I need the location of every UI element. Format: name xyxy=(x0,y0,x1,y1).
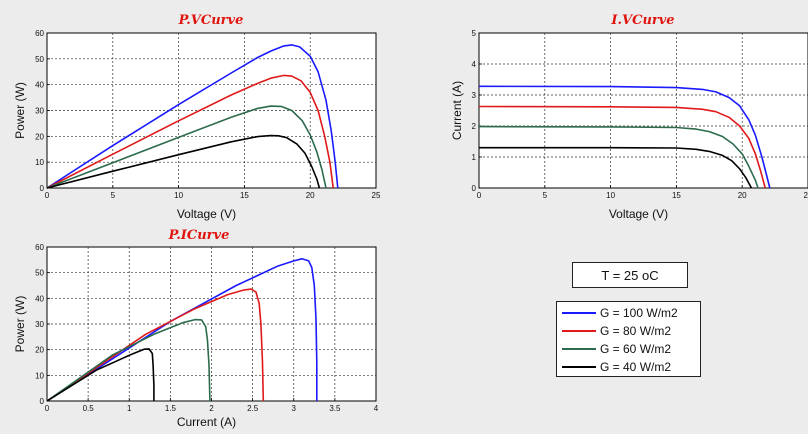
x-tick-label: 0.5 xyxy=(83,404,95,413)
x-axis-label: Voltage (V) xyxy=(177,207,236,221)
x-tick-label: 15 xyxy=(672,191,681,200)
series-line-g802 xyxy=(46,74,334,189)
chart-title: P.ICurve xyxy=(168,228,230,243)
y-axis-label: Power (W) xyxy=(13,82,27,139)
x-tick-label: 3 xyxy=(292,404,297,413)
x-tick-label: 2.5 xyxy=(247,404,259,413)
x-tick-label: 10 xyxy=(606,191,615,200)
series-line-g1002 xyxy=(46,258,318,402)
legend-item: G = 60 W/m2 xyxy=(562,340,695,358)
y-axis-label: Current (A) xyxy=(450,81,464,140)
legend-swatch xyxy=(562,312,596,314)
y-tick-label: 0 xyxy=(40,397,45,406)
x-tick-label: 4 xyxy=(374,404,379,413)
x-axis-label: Voltage (V) xyxy=(609,207,668,221)
series-line-g402 xyxy=(479,146,753,189)
y-tick-label: 5 xyxy=(472,29,477,38)
y-tick-label: 3 xyxy=(472,91,477,100)
series-line-g1002 xyxy=(478,85,771,189)
plot-area-iv xyxy=(478,32,808,189)
y-axis-label: Power (W) xyxy=(13,296,27,353)
x-tick-label: 3.5 xyxy=(329,404,341,413)
series-line-g1002 xyxy=(46,44,339,189)
series-line-g402 xyxy=(46,348,155,402)
x-axis-label: Current (A) xyxy=(177,415,236,429)
y-tick-label: 60 xyxy=(35,29,44,38)
series-line-g402 xyxy=(46,134,321,189)
series-line-g602 xyxy=(478,125,759,189)
y-tick-label: 0 xyxy=(472,184,477,193)
x-tick-label: 1.5 xyxy=(165,404,177,413)
legend: G = 100 W/m2 G = 80 W/m2 G = 60 W/m2 G = 40… xyxy=(556,301,701,377)
y-tick-label: 50 xyxy=(35,55,44,64)
y-tick-label: 30 xyxy=(35,107,44,116)
y-tick-label: 4 xyxy=(472,60,477,69)
chart-iv: 0 5 10 15 20 25 0 1 2 3 4 5 I.VCurve Voltage (V) Curre… xyxy=(450,13,808,221)
x-tick-label: 2 xyxy=(209,404,214,413)
y-tick-label: 2 xyxy=(472,122,477,131)
y-tick-label: 0 xyxy=(40,184,45,193)
series-line-g802 xyxy=(46,288,265,402)
y-tick-label: 50 xyxy=(35,269,44,278)
x-tick-label: 25 xyxy=(804,191,808,200)
y-tick-label: 20 xyxy=(35,132,44,141)
legend-label: G = 40 W/m2 xyxy=(600,360,672,374)
y-tick-label: 30 xyxy=(35,320,44,329)
chart-pi: 0 0.5 1 1.5 2 2.5 3 3.5 40102030405060P.ICurveCu… xyxy=(13,228,379,429)
series-line-g602 xyxy=(46,105,327,189)
series-line-g802 xyxy=(478,105,766,189)
x-tick-label: 0 xyxy=(45,191,50,200)
y-tick-label: 40 xyxy=(35,294,44,303)
x-tick-label: 20 xyxy=(738,191,747,200)
legend-item: G = 40 W/m2 xyxy=(562,358,695,376)
chart-title: I.VCurve xyxy=(610,13,674,28)
chart-title: P.VCurve xyxy=(178,13,244,28)
y-tick-label: 40 xyxy=(35,81,44,90)
legend-swatch xyxy=(562,330,596,332)
chart-pv: 0 5 10 15 20 25 0 10 20 30 40 50 60 P.VCurve Voltage (… xyxy=(13,13,381,221)
x-tick-label: 5 xyxy=(111,191,116,200)
legend-label: G = 60 W/m2 xyxy=(600,342,672,356)
x-tick-label: 10 xyxy=(174,191,183,200)
y-tick-label: 10 xyxy=(35,158,44,167)
temperature-label: T = 25 oC xyxy=(572,262,688,288)
legend-item: G = 100 W/m2 xyxy=(562,304,695,322)
x-tick-label: 25 xyxy=(372,191,381,200)
x-tick-label: 0 xyxy=(45,404,50,413)
y-tick-label: 1 xyxy=(472,153,477,162)
y-tick-label: 20 xyxy=(35,346,44,355)
y-tick-label: 60 xyxy=(35,243,44,252)
temperature-text: T = 25 oC xyxy=(601,267,659,283)
x-tick-label: 1 xyxy=(127,404,132,413)
x-tick-label: 15 xyxy=(240,191,249,200)
x-tick-label: 5 xyxy=(543,191,548,200)
x-tick-label: 20 xyxy=(306,191,315,200)
legend-label: G = 100 W/m2 xyxy=(600,306,678,320)
legend-swatch xyxy=(562,348,596,350)
legend-item: G = 80 W/m2 xyxy=(562,322,695,340)
x-tick-label: 0 xyxy=(477,191,482,200)
legend-label: G = 80 W/m2 xyxy=(600,324,672,338)
legend-swatch xyxy=(562,366,596,368)
series-line-g602 xyxy=(46,318,211,402)
y-tick-label: 10 xyxy=(35,371,44,380)
